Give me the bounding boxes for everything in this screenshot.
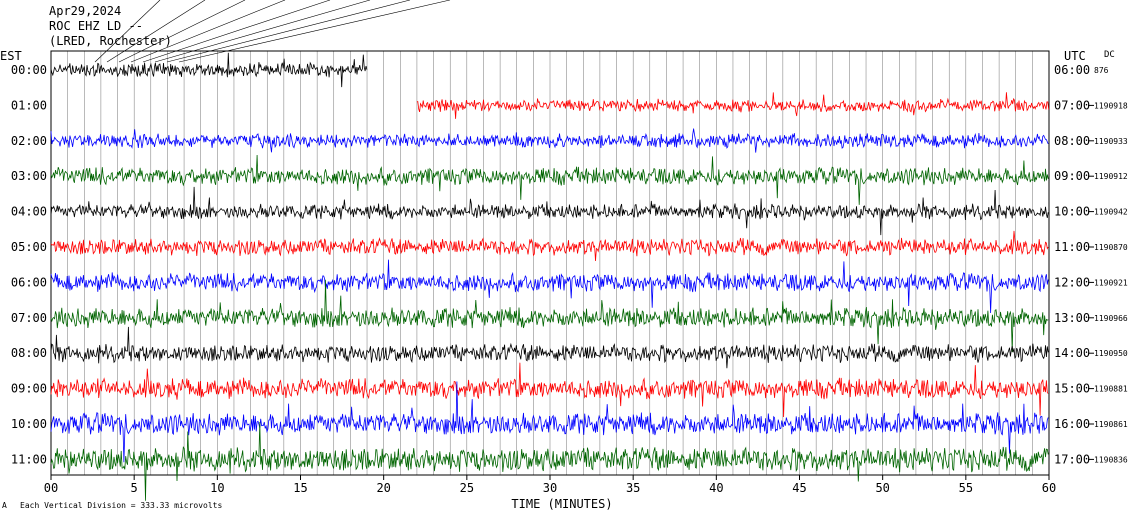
- trace-0900: [50, 362, 1049, 418]
- trace-0800: [50, 326, 1049, 369]
- x-tick-label: 30: [543, 481, 557, 495]
- header-station: (LRED, Rochester): [49, 34, 172, 48]
- x-tick-label: 60: [1042, 481, 1056, 495]
- header-pointer-line: [154, 0, 371, 63]
- trace-0600: [50, 259, 1049, 314]
- trace-0700: [50, 279, 1049, 353]
- est-tick-label: 01:00: [11, 98, 47, 112]
- utc-tick-label: 07:00: [1054, 98, 1090, 112]
- header-pointer-line: [178, 0, 451, 63]
- corner-mark: A: [2, 501, 7, 510]
- header-pointer-line: [166, 0, 411, 63]
- trace-0500: [50, 230, 1049, 262]
- header-pointer-line: [118, 0, 246, 63]
- est-tick-label: 07:00: [11, 311, 47, 325]
- header-pointer-line: [94, 0, 161, 63]
- utc-tick-label: 11:00: [1054, 240, 1090, 254]
- utc-axis-label: UTC: [1064, 49, 1086, 63]
- trace-0300: [50, 154, 1049, 205]
- trace-1000: [50, 381, 1049, 463]
- est-tick-label: 08:00: [11, 346, 47, 360]
- dc-offset-label: 1190921: [1094, 278, 1128, 287]
- est-tick-label: 00:00: [11, 63, 47, 77]
- header-pointer-line: [142, 0, 331, 63]
- utc-tick-label: 06:00: [1054, 63, 1090, 77]
- trace-0400: [50, 186, 1049, 236]
- utc-tick-label: 09:00: [1054, 169, 1090, 183]
- est-tick-label: 02:00: [11, 134, 47, 148]
- est-tick-label: 05:00: [11, 240, 47, 254]
- est-tick-label: 11:00: [11, 452, 47, 466]
- dc-offset-label: 1190861: [1094, 420, 1128, 429]
- est-tick-label: 09:00: [11, 382, 47, 396]
- dc-offset-label: 1190836: [1094, 455, 1128, 464]
- x-tick-label: 00: [44, 481, 58, 495]
- dc-offset-label: 1190881: [1094, 385, 1128, 394]
- x-tick-label: 45: [792, 481, 806, 495]
- est-tick-label: 04:00: [11, 205, 47, 219]
- utc-tick-label: 08:00: [1054, 134, 1090, 148]
- utc-tick-label: 10:00: [1054, 205, 1090, 219]
- utc-tick-label: 16:00: [1054, 417, 1090, 431]
- x-tick-label: 25: [460, 481, 474, 495]
- header-channel: ROC EHZ LD --: [49, 19, 143, 33]
- dc-offset-label: 876: [1094, 66, 1109, 75]
- x-tick-label: 10: [210, 481, 224, 495]
- dc-offset-label: 1190966: [1094, 314, 1128, 323]
- header-pointer-line: [130, 0, 286, 63]
- est-axis-label: EST: [0, 49, 22, 63]
- utc-tick-label: 15:00: [1054, 382, 1090, 396]
- x-tick-label: 35: [626, 481, 640, 495]
- header-pointer-line: [106, 0, 206, 63]
- est-tick-label: 03:00: [11, 169, 47, 183]
- dc-offset-label: 1190950: [1094, 349, 1128, 358]
- trace-0100: [416, 92, 1050, 119]
- dc-offset-label: 1190933: [1094, 137, 1128, 146]
- est-tick-label: 10:00: [11, 417, 47, 431]
- header-date: Apr29,2024: [49, 4, 122, 18]
- trace-1100: [50, 421, 1049, 501]
- x-tick-label: 15: [293, 481, 307, 495]
- x-tick-label: 20: [376, 481, 390, 495]
- utc-tick-label: 17:00: [1054, 452, 1090, 466]
- dc-offset-label: 1190918: [1094, 101, 1128, 110]
- est-tick-label: 06:00: [11, 275, 47, 289]
- trace-0000: [50, 52, 368, 88]
- scale-note: Each Vertical Division = 333.33 microvol…: [20, 501, 223, 510]
- dc-label: DC: [1104, 50, 1115, 60]
- utc-tick-label: 12:00: [1054, 275, 1090, 289]
- x-tick-label: 40: [709, 481, 723, 495]
- x-axis-label: TIME (MINUTES): [511, 497, 612, 511]
- utc-tick-label: 14:00: [1054, 346, 1090, 360]
- utc-tick-label: 13:00: [1054, 311, 1090, 325]
- dc-offset-label: 1190870: [1094, 243, 1128, 252]
- dc-offset-label: 1190912: [1094, 172, 1128, 181]
- dc-offset-label: 1190942: [1094, 208, 1128, 217]
- trace-0200: [50, 128, 1049, 153]
- x-tick-label: 5: [131, 481, 138, 495]
- x-tick-label: 50: [875, 481, 889, 495]
- x-tick-label: 55: [959, 481, 973, 495]
